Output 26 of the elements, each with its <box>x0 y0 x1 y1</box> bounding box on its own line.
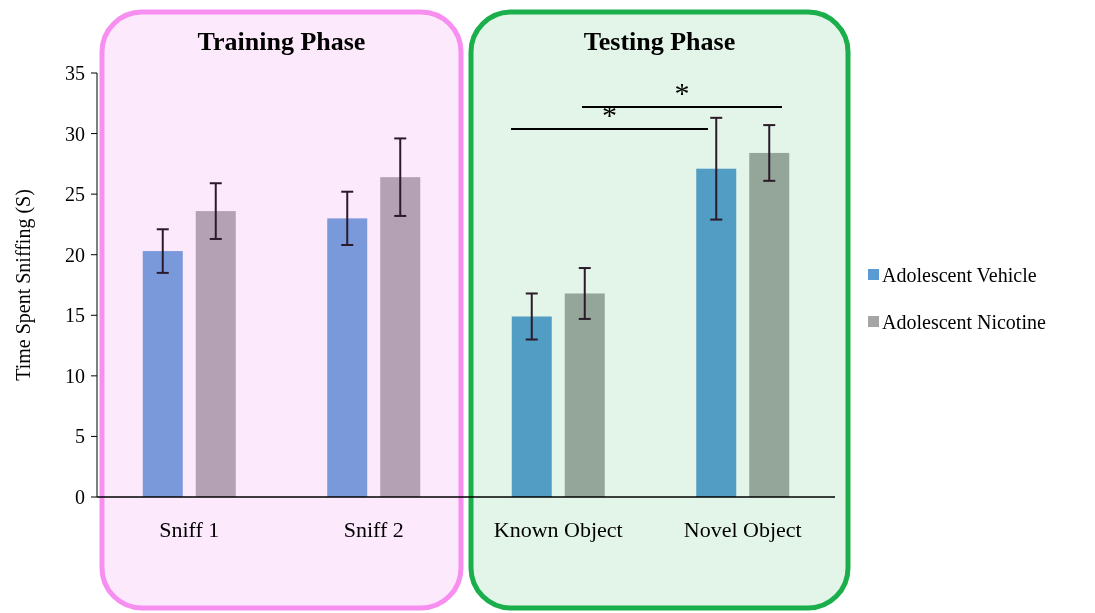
bar <box>380 177 421 497</box>
y-tick-label: 20 <box>65 243 85 266</box>
x-tick-label: Known Object <box>493 517 623 542</box>
legend-label: Adolescent Vehicle <box>882 264 1037 286</box>
bar <box>696 168 737 497</box>
annotation: * <box>674 76 690 109</box>
y-tick-label: 0 <box>75 486 85 508</box>
bar <box>327 218 368 497</box>
band-label: Training Phase <box>197 27 366 56</box>
y-tick-label: 35 <box>65 62 85 84</box>
bar <box>749 152 790 497</box>
x-tick-label: Sniff 1 <box>159 517 220 542</box>
bar <box>142 251 183 497</box>
y-tick-label: 5 <box>75 425 85 448</box>
y-tick-label: 25 <box>65 183 85 206</box>
bar <box>564 293 605 497</box>
y-axis-title: Time Spent Sniffing (S) <box>12 189 35 381</box>
bar <box>511 316 552 497</box>
band-label: Testing Phase <box>583 27 736 56</box>
legend-label: Adolescent Nicotine <box>882 311 1046 333</box>
y-tick-label: 15 <box>65 304 85 327</box>
x-tick-label: Novel Object <box>683 517 802 542</box>
x-tick-label: Sniff 2 <box>343 517 404 542</box>
y-tick-label: 10 <box>65 364 85 387</box>
bar <box>195 211 236 497</box>
y-tick-label: 30 <box>65 122 85 145</box>
